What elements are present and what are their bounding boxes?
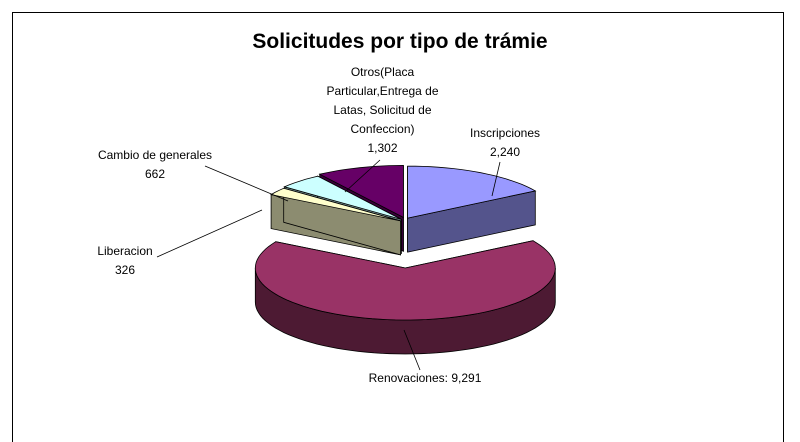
value-label: 9,291: [451, 371, 482, 385]
category-label: Otros(Placa Particular,Entrega de Latas,…: [326, 65, 439, 136]
leader-line: [403, 329, 421, 371]
slice: [407, 165, 537, 219]
value-label: 326: [114, 263, 136, 277]
data-label: Inscripciones 2,240: [445, 124, 565, 162]
category-label: Cambio de generales: [97, 148, 213, 162]
data-label: Liberacion 326: [70, 242, 180, 280]
chart-title: Solicitudes por tipo de trámie: [252, 30, 548, 53]
slice: [318, 164, 404, 219]
category-label: Liberacion: [97, 244, 153, 258]
data-label: Renovaciones: 9,291: [340, 369, 510, 388]
value-label: 662: [144, 167, 166, 181]
value-label: 1,302: [367, 141, 398, 155]
data-label: Otros(Placa Particular,Entrega de Latas,…: [320, 63, 445, 158]
category-label: Renovaciones:: [368, 371, 448, 385]
leader-line: [491, 161, 501, 197]
value-label: 2,240: [489, 145, 521, 159]
data-label: Cambio de generales 662: [85, 146, 225, 184]
leader-line: [156, 209, 263, 258]
category-label: Inscripciones: [469, 126, 541, 140]
leader-line: [204, 165, 289, 202]
slice: [254, 240, 556, 321]
leader-line: [344, 159, 381, 193]
slice: [283, 175, 402, 220]
slice: [269, 187, 401, 222]
chart-border: [12, 12, 784, 442]
